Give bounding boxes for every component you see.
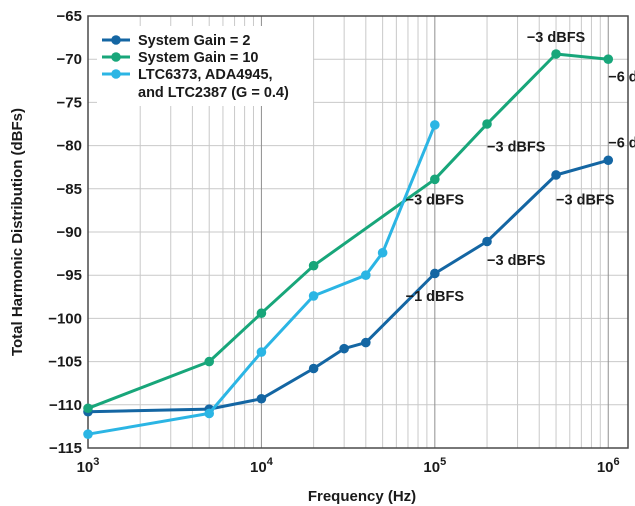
legend-entry-gain-10: System Gain = 10 — [102, 50, 259, 66]
series — [83, 49, 614, 439]
data-point — [83, 403, 93, 414]
y-tick-label: −65 — [57, 8, 82, 25]
legend-label-gain-2: System Gain = 2 — [138, 33, 250, 49]
data-point — [204, 356, 215, 367]
series-line — [87, 52, 609, 410]
data-point — [482, 119, 492, 129]
data-point — [430, 268, 440, 279]
annotation-label: −6 dBFS — [608, 135, 635, 151]
y-tick-label: −100 — [48, 310, 82, 327]
annotation-label: −3 dBFS — [487, 140, 546, 156]
data-point — [603, 155, 614, 166]
annotation-label: −3 dBFS — [487, 253, 546, 269]
data-point — [204, 408, 215, 419]
data-point — [308, 363, 319, 374]
series-1 — [83, 155, 614, 417]
series-line — [87, 158, 609, 414]
series-3 — [83, 120, 440, 439]
annotation-label: −3 dBFS — [556, 192, 615, 208]
plot-frame — [87, 15, 629, 449]
data-point — [308, 260, 319, 271]
y-tick-label: −90 — [57, 224, 82, 241]
data-point — [482, 236, 492, 247]
annotation-label: −3 dBFS — [406, 192, 465, 208]
y-tick-label: −85 — [57, 181, 82, 198]
legend: System Gain = 2 System Gain = 10 LTC6373… — [97, 26, 313, 106]
annotation-label: −6 dBFS — [608, 70, 635, 86]
data-point — [430, 120, 440, 130]
annotations: −3 dBFS −6 dBFS −3 dBFS −6 dBFS −3 dBFS −3 dB… — [406, 30, 635, 305]
x-tick-label: 104 — [250, 456, 274, 476]
y-tick-label: −80 — [57, 138, 82, 155]
x-tick-label: 105 — [423, 456, 446, 476]
x-axis-title: Frequency (Hz) — [308, 488, 416, 505]
x-tick-label: 106 — [597, 456, 620, 476]
annotation-label: −3 dBFS — [527, 30, 586, 46]
legend-entry-gain-2: System Gain = 2 — [102, 33, 250, 49]
y-tick-label: −70 — [57, 51, 82, 68]
legend-box — [97, 26, 313, 106]
y-tick-label: −75 — [57, 94, 82, 111]
legend-marker-gain-10 — [111, 52, 121, 62]
data-point — [551, 49, 561, 59]
data-point — [256, 308, 267, 319]
y-tick-label: −115 — [49, 440, 82, 457]
y-axis-title: Total Harmonic Distribution (dBFs) — [9, 108, 26, 356]
legend-marker-gain-2 — [111, 35, 121, 45]
y-tick-label: −95 — [57, 267, 82, 284]
data-point — [361, 270, 371, 281]
data-point — [256, 347, 267, 357]
legend-label-ltc6373-line1: LTC6373, ADA4945, — [138, 67, 273, 83]
data-point — [430, 174, 440, 185]
legend-label-gain-10: System Gain = 10 — [138, 50, 259, 66]
annotation-label: −1 dBFS — [406, 289, 465, 305]
y-tick-label: −110 — [49, 397, 82, 414]
data-point — [83, 429, 93, 439]
data-point — [256, 393, 267, 404]
x-tick-label: 103 — [77, 456, 100, 476]
y-tick-label: −105 — [48, 354, 82, 371]
data-point — [308, 291, 319, 301]
data-point — [361, 337, 371, 348]
legend-entry-ltc6373: LTC6373, ADA4945, and LTC2387 (G = 0.4) — [102, 67, 289, 101]
series-2 — [83, 49, 614, 414]
legend-label-ltc6373-line2: and LTC2387 (G = 0.4) — [138, 85, 289, 101]
y-axis-ticks: −65 −70 −75 −80 −85 −90 −95 −100 −105 −110 −115 — [48, 8, 82, 457]
data-point — [339, 343, 349, 354]
data-point — [551, 170, 561, 180]
x-axis-ticks: 103 104 105 106 — [77, 456, 620, 476]
legend-marker-ltc6373 — [111, 69, 121, 79]
data-point — [603, 54, 614, 64]
data-point — [377, 247, 388, 258]
